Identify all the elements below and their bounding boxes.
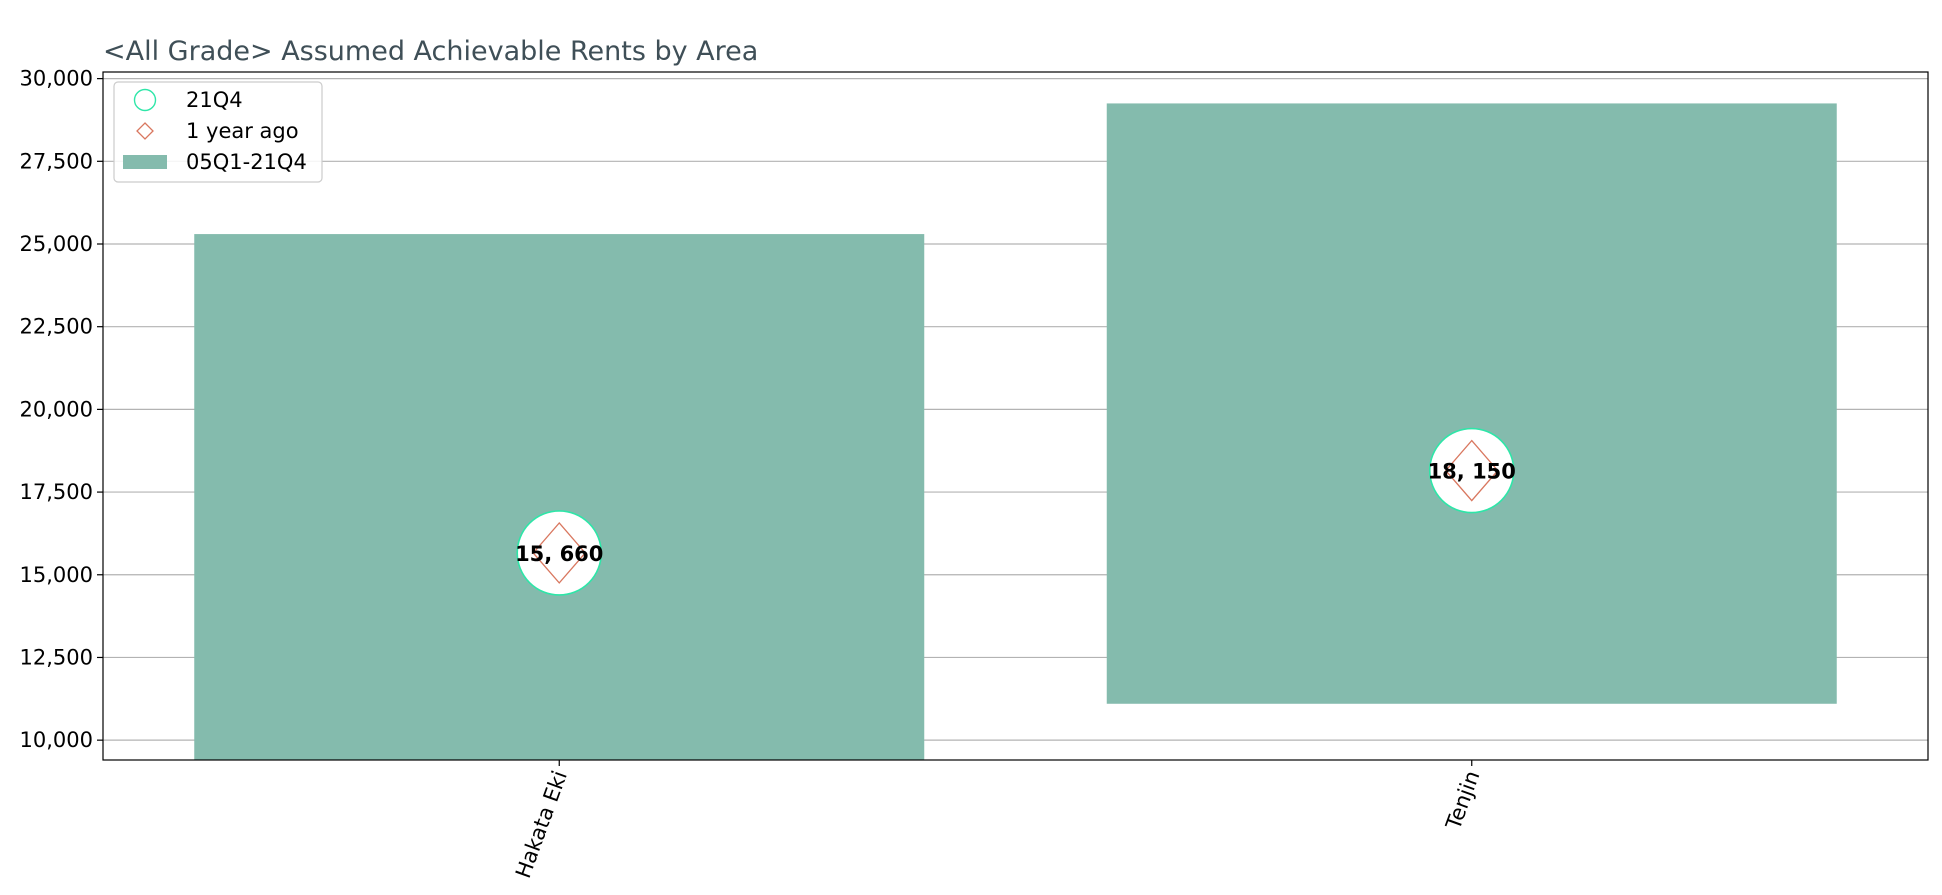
year-ago-marker bbox=[532, 521, 587, 584]
legend: 21Q4 1 year ago 05Q1-21Q4 bbox=[113, 81, 323, 183]
x-tick-label: Tenjin bbox=[1441, 768, 1485, 834]
y-tick-label: 25,000 bbox=[20, 232, 93, 256]
year-ago-marker bbox=[1444, 439, 1499, 502]
current-quarter-marker bbox=[1428, 427, 1515, 514]
legend-bar-swatch bbox=[123, 155, 167, 169]
value-label: 18, 150 bbox=[1428, 460, 1516, 484]
x-axis: Hakata Eki Tenjin bbox=[511, 760, 1484, 881]
markers bbox=[516, 427, 1515, 596]
y-tick-label: 17,500 bbox=[20, 480, 93, 504]
plot-frame bbox=[102, 71, 1929, 761]
legend-circle-swatch bbox=[133, 88, 157, 112]
legend-diamond-swatch bbox=[136, 122, 154, 140]
legend-label: 21Q4 bbox=[186, 88, 243, 112]
y-tick-label: 12,500 bbox=[20, 645, 93, 669]
y-tick-label: 10,000 bbox=[20, 728, 93, 752]
bars bbox=[194, 103, 1837, 761]
chart-title: <All Grade> Assumed Achievable Rents by … bbox=[103, 36, 759, 67]
legend-label: 05Q1-21Q4 bbox=[186, 150, 307, 174]
range-bar bbox=[194, 234, 925, 761]
value-label: 15, 660 bbox=[515, 542, 603, 566]
y-axis: 10,000 12,500 15,000 17,500 20,000 22,500 25,0… bbox=[20, 67, 103, 752]
y-tick-label: 15,000 bbox=[20, 563, 93, 587]
y-tick-label: 20,000 bbox=[20, 397, 93, 421]
current-quarter-marker bbox=[516, 510, 603, 596]
data-labels: 15, 660 18, 150 bbox=[515, 460, 1516, 566]
x-tick-label: Hakata Eki bbox=[511, 768, 572, 882]
legend-label: 1 year ago bbox=[186, 119, 299, 143]
range-bar bbox=[1106, 103, 1837, 704]
y-tick-label: 27,500 bbox=[20, 149, 93, 173]
y-tick-label: 30,000 bbox=[20, 67, 93, 91]
y-tick-label: 22,500 bbox=[20, 315, 93, 339]
